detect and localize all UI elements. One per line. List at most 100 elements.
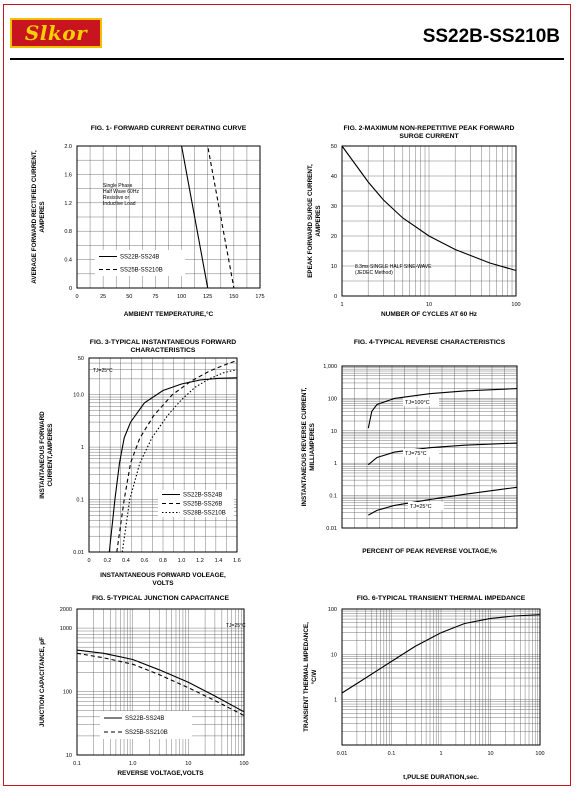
fig4-series-line-2 bbox=[367, 442, 518, 466]
fig3-y-tick-label: 0.01 bbox=[73, 550, 84, 556]
fig3-x-tick-label: 1.2 bbox=[196, 558, 204, 564]
fig6-series-line-1 bbox=[341, 614, 541, 694]
fig4-series-label: TJ=100°C bbox=[405, 400, 430, 406]
fig3-plot-frame bbox=[88, 357, 238, 553]
fig2-annotation: 8.3ms SINGLE HALF SINE-WAVE bbox=[355, 264, 432, 270]
fig6-y-axis-label: °C/W bbox=[310, 670, 318, 685]
fig2-y-axis-label: EPEAK FORWARD SURGE CURRENT, bbox=[307, 164, 314, 278]
fig4-series-label-bg bbox=[403, 449, 439, 457]
fig5-legend-label: SS25B-SS210B bbox=[125, 730, 168, 736]
fig1-y-tick-label: 1.6 bbox=[64, 172, 72, 178]
fig1-y-tick-label: 0.8 bbox=[64, 229, 72, 235]
fig1-title: FIG. 1- FORWARD CURRENT DERATING CURVE bbox=[91, 125, 247, 132]
fig6-x-tick-label: 0.01 bbox=[337, 751, 348, 757]
fig5-x-tick-label: 100 bbox=[239, 761, 248, 767]
fig4-series-line-3 bbox=[368, 486, 518, 516]
header-rule bbox=[10, 58, 564, 60]
logo-text: Slkor bbox=[24, 21, 88, 45]
fig3-series-line-1 bbox=[108, 377, 238, 553]
fig5-series-line-2 bbox=[76, 652, 245, 716]
fig2-x-tick-label: 1 bbox=[340, 302, 343, 308]
fig3-x-tick-label: 1.6 bbox=[233, 558, 241, 564]
fig4-series-label: TJ=75°C bbox=[405, 451, 427, 457]
fig3-y-tick-label: 10.0 bbox=[73, 393, 84, 399]
fig3-x-axis-label: INSTANTANEOUS FORWARD VOLEAGE, bbox=[100, 572, 226, 579]
fig3-x-axis-label: VOLTS bbox=[152, 580, 174, 587]
fig3-annotation: TJ=25°C bbox=[93, 368, 113, 374]
fig6-y-tick-label: 100 bbox=[328, 607, 337, 613]
page-header: Slkor SS22B-SS210B bbox=[0, 0, 576, 60]
fig2-x-tick-label: 10 bbox=[426, 302, 432, 308]
fig5-plot-frame bbox=[76, 608, 245, 756]
fig1-x-tick-label: 75 bbox=[152, 294, 158, 300]
fig5-y-tick-label: 2000 bbox=[60, 607, 72, 613]
fig1-x-tick-label: 100 bbox=[177, 294, 186, 300]
fig4-y-tick-label: 10 bbox=[331, 429, 337, 435]
fig6-x-tick-label: 100 bbox=[535, 751, 544, 757]
fig6-x-tick-label: 1 bbox=[439, 751, 442, 757]
fig5-y-axis-label: JUNCTION CAPACITANCE, pF bbox=[39, 637, 46, 727]
fig1-x-axis-label: AMBIENT TEMPERATURE,°C bbox=[124, 310, 214, 318]
fig4-y-tick-label: 1 bbox=[334, 461, 337, 467]
fig4-series-label: TJ=25°C bbox=[410, 504, 432, 510]
fig4-plot-frame bbox=[341, 365, 518, 529]
fig1-y-tick-label: 0 bbox=[69, 286, 72, 292]
page-border bbox=[3, 4, 571, 786]
fig4-y-tick-label: 1,000 bbox=[323, 364, 337, 370]
fig3-x-tick-label: 0 bbox=[87, 558, 90, 564]
fig5-legend-label: SS22B-SS24B bbox=[125, 716, 164, 722]
fig3-x-tick-label: 0.8 bbox=[159, 558, 167, 564]
fig3-y-tick-label: 0.1 bbox=[76, 498, 84, 504]
fig3-series-line-2 bbox=[116, 359, 238, 553]
fig1-y-tick-label: 2.0 bbox=[64, 144, 72, 150]
fig1-x-tick-label: 25 bbox=[100, 294, 106, 300]
fig1-annotation: Single Phase bbox=[103, 183, 133, 189]
fig6-y-axis-label: TRANSIENT THERMAL IMPEDANCE, bbox=[303, 622, 310, 732]
fig5-x-axis-label: REVERSE VOLTAGE,VOLTS bbox=[117, 770, 204, 777]
fig2-title: FIG. 2-MAXIMUM NON-REPETITIVE PEAK FORWA… bbox=[344, 125, 515, 132]
fig1-legend-label: SS22B-SS24B bbox=[120, 255, 159, 261]
fig4-series-label-bg bbox=[403, 398, 439, 406]
fig1-legend-box bbox=[95, 250, 185, 276]
fig4-y-tick-label: 0.1 bbox=[329, 494, 337, 500]
fig3-y-axis-label: INSTANTANEOUS FORWARD bbox=[39, 411, 46, 499]
fig3-title: CHARACTERISTICS bbox=[131, 347, 196, 354]
fig2-title: SURGE CURRENT bbox=[399, 133, 459, 140]
fig6-y-tick-label: 1 bbox=[334, 698, 337, 704]
fig3-legend-label: SS28B-SS210B bbox=[183, 511, 226, 517]
fig6-y-tick-label: 10 bbox=[331, 652, 337, 658]
fig3-x-tick-label: 0.4 bbox=[122, 558, 130, 564]
fig1-x-tick-label: 125 bbox=[203, 294, 212, 300]
fig1-series-line-1 bbox=[77, 145, 209, 289]
fig1-annotation: Resistive or bbox=[103, 195, 129, 201]
fig5-series-line-1 bbox=[76, 649, 245, 713]
fig1-y-axis-label: AVERAGE FORWARD RECTIFIED CURRENT, bbox=[31, 150, 38, 284]
fig4-y-tick-label: 100 bbox=[328, 396, 337, 402]
fig2-x-tick-label: 100 bbox=[511, 302, 520, 308]
fig1-x-tick-label: 0 bbox=[75, 294, 78, 300]
fig3-y-tick-label: 50 bbox=[78, 356, 84, 362]
fig5-title: FIG. 5-TYPICAL JUNCTION CAPACITANCE bbox=[92, 595, 230, 602]
fig2-y-tick-label: 10 bbox=[331, 264, 337, 270]
fig6-plot-frame bbox=[341, 608, 541, 746]
fig4-x-axis-label: PERCENT OF PEAK REVERSE VOLTAGE,% bbox=[362, 548, 497, 555]
fig3-x-tick-label: 0.6 bbox=[141, 558, 149, 564]
fig1-x-tick-label: 50 bbox=[126, 294, 132, 300]
fig2-plot-frame bbox=[341, 145, 517, 297]
fig6-x-tick-label: 0.1 bbox=[388, 751, 396, 757]
fig2-x-axis-label: NUMBER OF CYCLES AT 60 Hz bbox=[381, 311, 478, 318]
fig1-series-line-2 bbox=[77, 145, 235, 289]
part-number: SS22B-SS210B bbox=[422, 26, 560, 47]
fig2-y-tick-label: 50 bbox=[331, 144, 337, 150]
fig1-y-tick-label: 1.2 bbox=[64, 201, 72, 207]
fig2-y-tick-label: 20 bbox=[331, 234, 337, 240]
fig3-legend-label: SS22B-SS24B bbox=[183, 493, 222, 499]
fig5-annotation: TJ=25°C bbox=[226, 623, 246, 629]
fig3-x-tick-label: 1.4 bbox=[215, 558, 223, 564]
fig1-legend-label: SS25B-SS210B bbox=[120, 268, 163, 274]
fig5-legend-box bbox=[100, 711, 192, 739]
fig2-series-line-1 bbox=[341, 145, 517, 272]
fig3-x-tick-label: 1.0 bbox=[178, 558, 186, 564]
fig1-annotation: Half Wave 60Hz bbox=[103, 189, 139, 195]
